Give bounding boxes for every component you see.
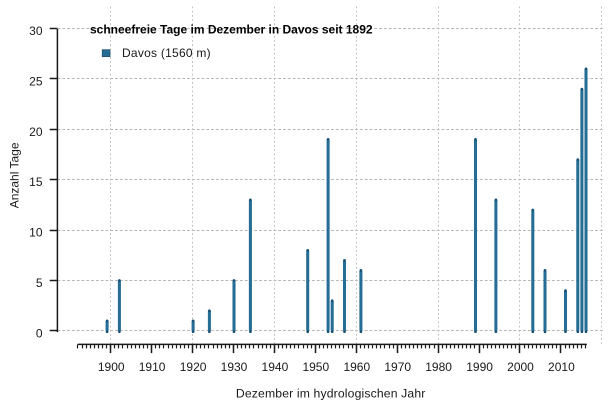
svg-text:Dezember im hydrologischen Jah: Dezember im hydrologischen Jahr <box>236 387 426 401</box>
svg-text:1910: 1910 <box>139 360 166 374</box>
svg-text:1980: 1980 <box>425 360 452 374</box>
svg-text:2000: 2000 <box>507 360 534 374</box>
svg-text:15: 15 <box>29 175 43 189</box>
svg-text:Anzahl Tage: Anzahl Tage <box>7 142 21 208</box>
svg-text:5: 5 <box>36 276 43 290</box>
svg-text:1960: 1960 <box>343 360 370 374</box>
svg-text:25: 25 <box>29 75 43 89</box>
svg-text:1950: 1950 <box>302 360 329 374</box>
svg-text:2010: 2010 <box>548 360 575 374</box>
svg-text:schneefreie Tage im Dezember i: schneefreie Tage im Dezember in Davos se… <box>90 22 373 36</box>
svg-text:1990: 1990 <box>466 360 493 374</box>
svg-text:1900: 1900 <box>98 360 125 374</box>
svg-text:1920: 1920 <box>180 360 207 374</box>
svg-text:Davos (1560 m): Davos (1560 m) <box>122 46 211 60</box>
svg-text:10: 10 <box>29 226 43 240</box>
svg-text:1970: 1970 <box>384 360 411 374</box>
svg-text:30: 30 <box>29 24 43 38</box>
svg-text:1930: 1930 <box>221 360 248 374</box>
svg-text:20: 20 <box>29 125 43 139</box>
svg-text:1940: 1940 <box>262 360 289 374</box>
svg-text:0: 0 <box>36 326 43 340</box>
